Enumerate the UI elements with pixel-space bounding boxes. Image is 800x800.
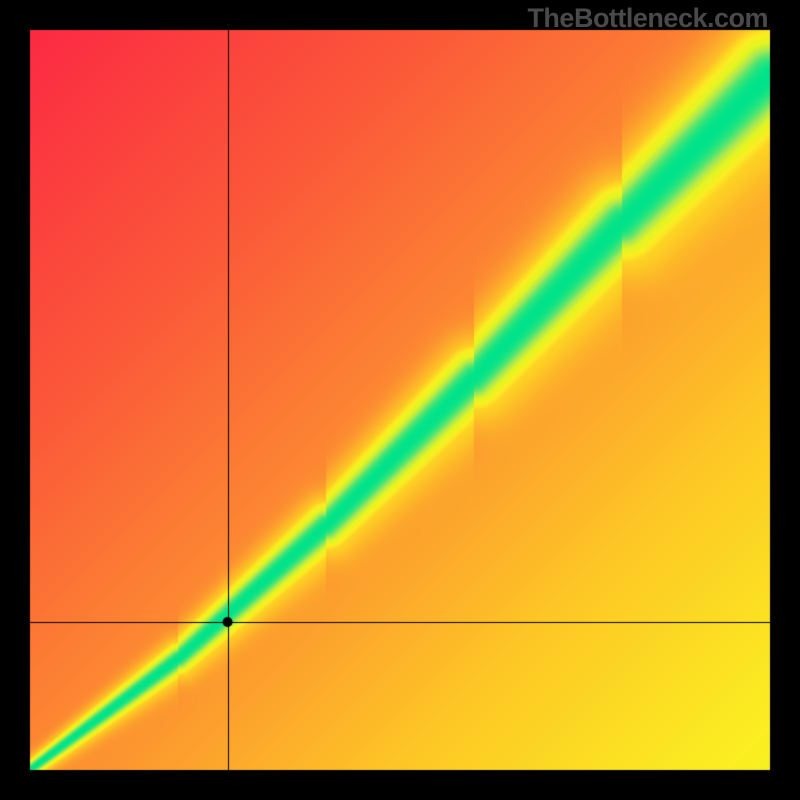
watermark-text: TheBottleneck.com xyxy=(527,3,768,34)
heatmap-canvas xyxy=(0,0,800,800)
chart-container: TheBottleneck.com xyxy=(0,0,800,800)
